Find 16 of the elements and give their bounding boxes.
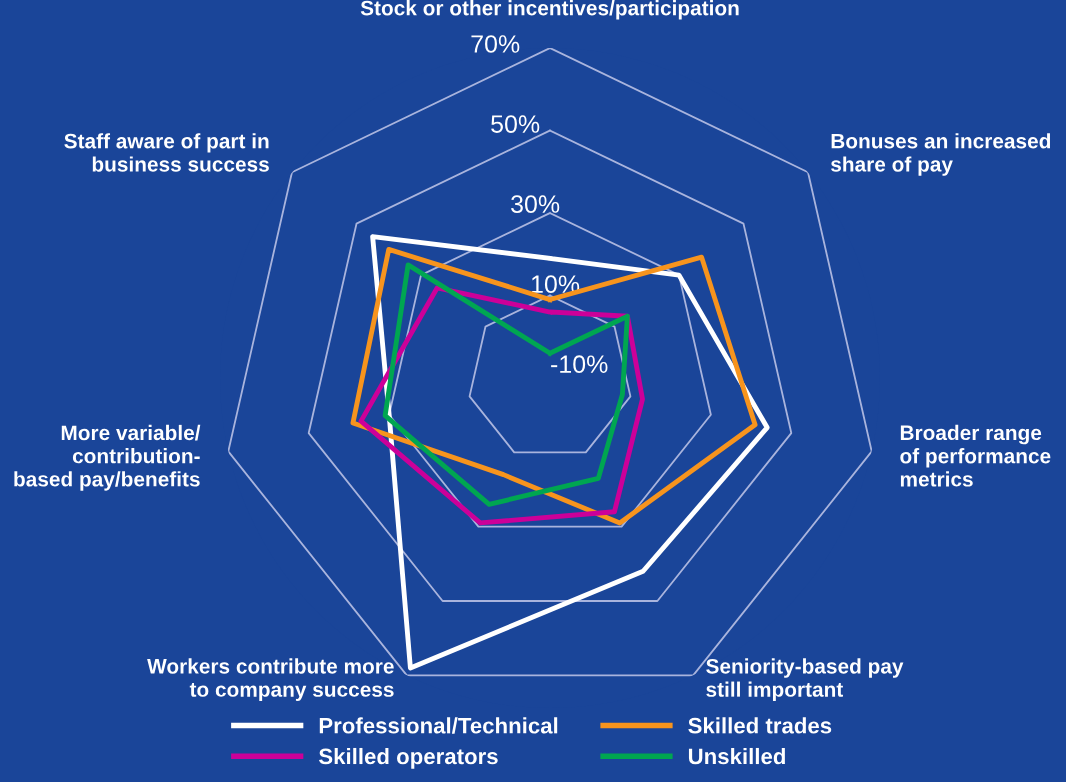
legend-label: Skilled operators [318, 747, 498, 769]
legend-label: Professional/Technical [319, 717, 558, 734]
spoke-label: Stock or other incentives/participation [360, 0, 739, 20]
spoke-label: Bonuses an increased share of pay [831, 133, 1051, 176]
spoke-label: Seniority-based pay still important [706, 658, 904, 701]
legend-label: Unskilled [688, 747, 785, 765]
y-tick-label: 30% [511, 195, 560, 213]
spoke-label: Staff aware of part in business success [64, 133, 269, 172]
y-tick-label: 50% [491, 115, 540, 133]
spoke-label: More variable/ contribution- based pay/benefits [14, 424, 201, 491]
spoke-label: Broader range of performance metrics [900, 424, 1051, 487]
spoke-label: Workers contribute more to company success [147, 658, 394, 701]
legend-label: Skilled trades [688, 717, 832, 734]
y-tick-label: 10% [531, 275, 580, 294]
y-tick-label: 70% [471, 35, 520, 53]
y-tick-label: -10% [551, 355, 608, 374]
